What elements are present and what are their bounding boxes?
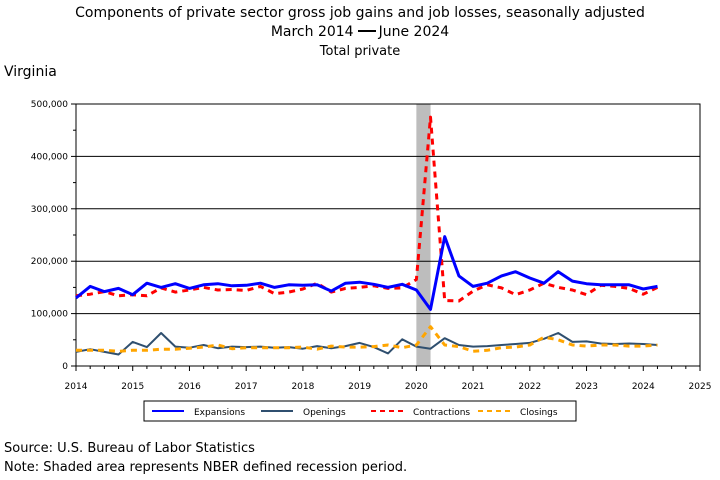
recession-shade [416, 104, 431, 366]
chart-subtitle: Total private [319, 44, 401, 59]
x-tick-label: 2021 [462, 382, 485, 392]
x-tick-label: 2015 [121, 382, 144, 392]
y-tick-label: 0 [62, 362, 68, 372]
recession-note: Note: Shaded area represents NBER define… [4, 460, 408, 475]
source-note: Source: U.S. Bureau of Labor Statistics [4, 441, 255, 456]
legend-label-openings: Openings [303, 408, 346, 418]
x-tick-label: 2025 [689, 382, 712, 392]
x-tick-label: 2018 [291, 382, 314, 392]
series-line-contractions [75, 115, 659, 303]
series-line-closings [76, 325, 658, 353]
x-tick-label: 2024 [632, 382, 655, 392]
y-tick-label: 200,000 [31, 257, 68, 267]
x-tick-label: 2014 [65, 382, 88, 392]
y-tick-label: 500,000 [31, 100, 68, 110]
line-chart: 0 100,000 200,000 300,000 400,000 500,000 2014… [31, 100, 712, 422]
legend-box [143, 400, 577, 422]
x-tick-label: 2016 [178, 382, 201, 392]
x-tick-label: 2022 [518, 382, 541, 392]
y-tick-label: 100,000 [31, 310, 68, 320]
x-tick-label: 2019 [348, 382, 371, 392]
period-end: June 2024 [378, 24, 450, 40]
legend: Expansions Openings Contractions Closings [143, 400, 577, 422]
x-tick-label: 2020 [405, 382, 428, 392]
y-tick-label: 400,000 [31, 152, 68, 162]
x-tick-label: 2023 [575, 382, 598, 392]
legend-label-expansions: Expansions [194, 408, 245, 418]
plot-frame [75, 103, 701, 367]
period-start: March 2014 [270, 24, 354, 40]
chart-period: March 2014 June 2024 [0, 24, 720, 40]
x-tick-label: 2017 [235, 382, 258, 392]
y-tick-label: 300,000 [31, 205, 68, 215]
legend-label-contractions: Contractions [413, 408, 470, 418]
chart-title: Components of private sector gross job g… [75, 5, 645, 21]
region-label: Virginia [4, 64, 57, 80]
period-dash [357, 30, 376, 32]
legend-label-closings: Closings [520, 408, 558, 418]
series-line-openings [75, 332, 658, 356]
series-line-expansions [75, 235, 658, 311]
